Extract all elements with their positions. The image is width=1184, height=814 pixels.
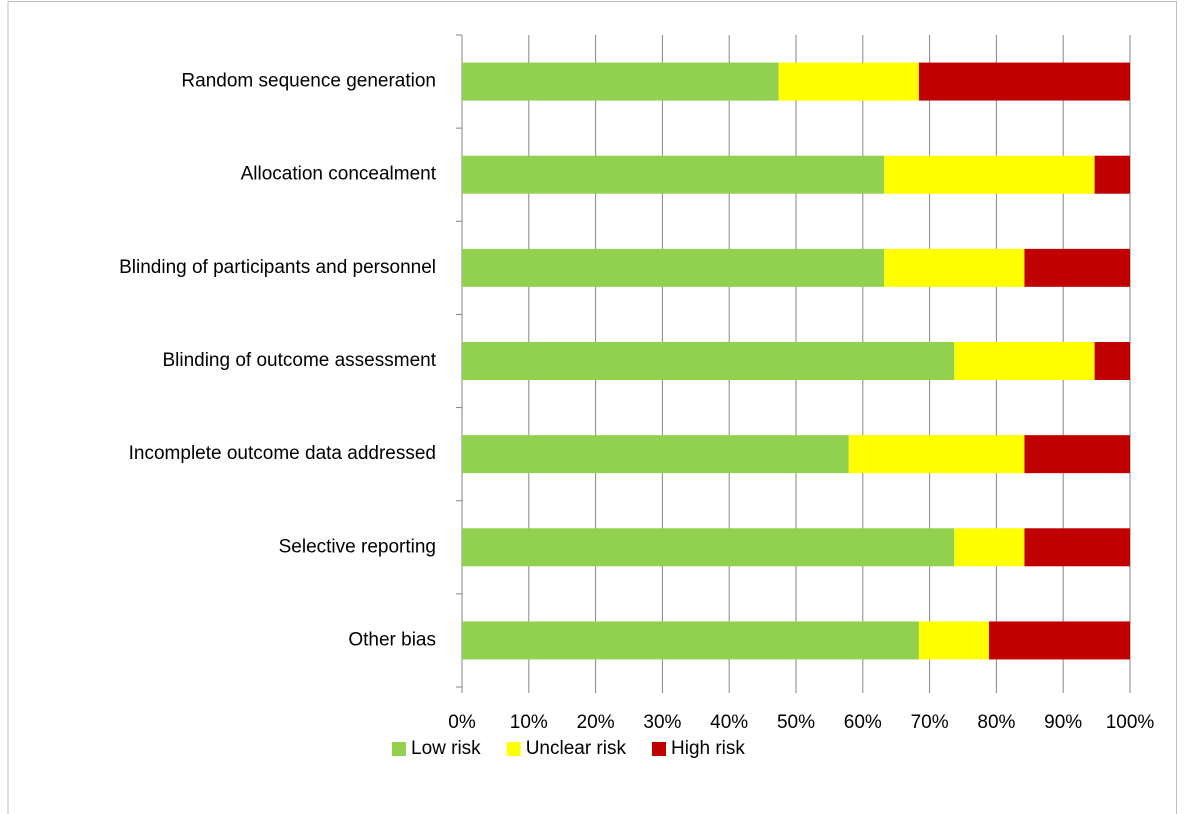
y-tick-label: Other bias	[348, 629, 436, 650]
bar-segment	[462, 342, 955, 380]
bar-segment	[954, 528, 1025, 567]
bar-segment	[918, 62, 1130, 101]
legend-swatch	[392, 742, 406, 756]
bar-segment	[918, 621, 990, 660]
x-tick-label: 70%	[911, 712, 949, 733]
bar-segment	[884, 155, 1095, 194]
x-tick-label: 50%	[777, 712, 815, 733]
y-tick-label: Selective reporting	[279, 536, 436, 557]
bar-segment	[1024, 248, 1130, 287]
legend-swatch	[652, 742, 666, 756]
bar-segment	[778, 62, 919, 101]
x-tick-label: 0%	[448, 712, 476, 733]
bar-segment	[954, 342, 1095, 380]
bar-segment	[1024, 528, 1130, 567]
legend-swatch	[506, 742, 521, 756]
x-tick-label: 90%	[1044, 712, 1082, 733]
chart-border	[7, 1, 1177, 814]
bar-segment	[884, 248, 1025, 287]
bar-segment	[1024, 435, 1130, 474]
bar-segment	[848, 435, 1025, 474]
legend-label: High risk	[671, 738, 745, 759]
bar-segment	[462, 155, 885, 194]
x-tick-label: 20%	[577, 712, 615, 733]
bar-segment	[1094, 342, 1130, 380]
y-tick-label: Blinding of outcome assessment	[162, 350, 436, 371]
y-tick-label: Allocation concealment	[241, 164, 437, 185]
legend-label: Unclear risk	[526, 738, 627, 759]
x-tick-label: 100%	[1106, 712, 1155, 733]
bar-segment	[462, 621, 919, 660]
bar-segment	[462, 435, 849, 474]
bar-segment	[462, 248, 885, 287]
x-tick-label: 40%	[710, 712, 748, 733]
legend-label: Low risk	[411, 738, 481, 759]
x-tick-label: 80%	[977, 712, 1015, 733]
bar-segment	[1094, 155, 1130, 194]
x-tick-label: 60%	[844, 712, 882, 733]
y-tick-label: Incomplete outcome data addressed	[129, 443, 436, 464]
bar-segment	[989, 621, 1130, 660]
x-tick-label: 10%	[510, 712, 548, 733]
y-tick-label: Blinding of participants and personnel	[119, 257, 436, 278]
x-tick-label: 30%	[643, 712, 681, 733]
bar-segment	[462, 528, 955, 567]
y-tick-label: Random sequence generation	[181, 71, 436, 92]
bar-segment	[462, 62, 779, 101]
